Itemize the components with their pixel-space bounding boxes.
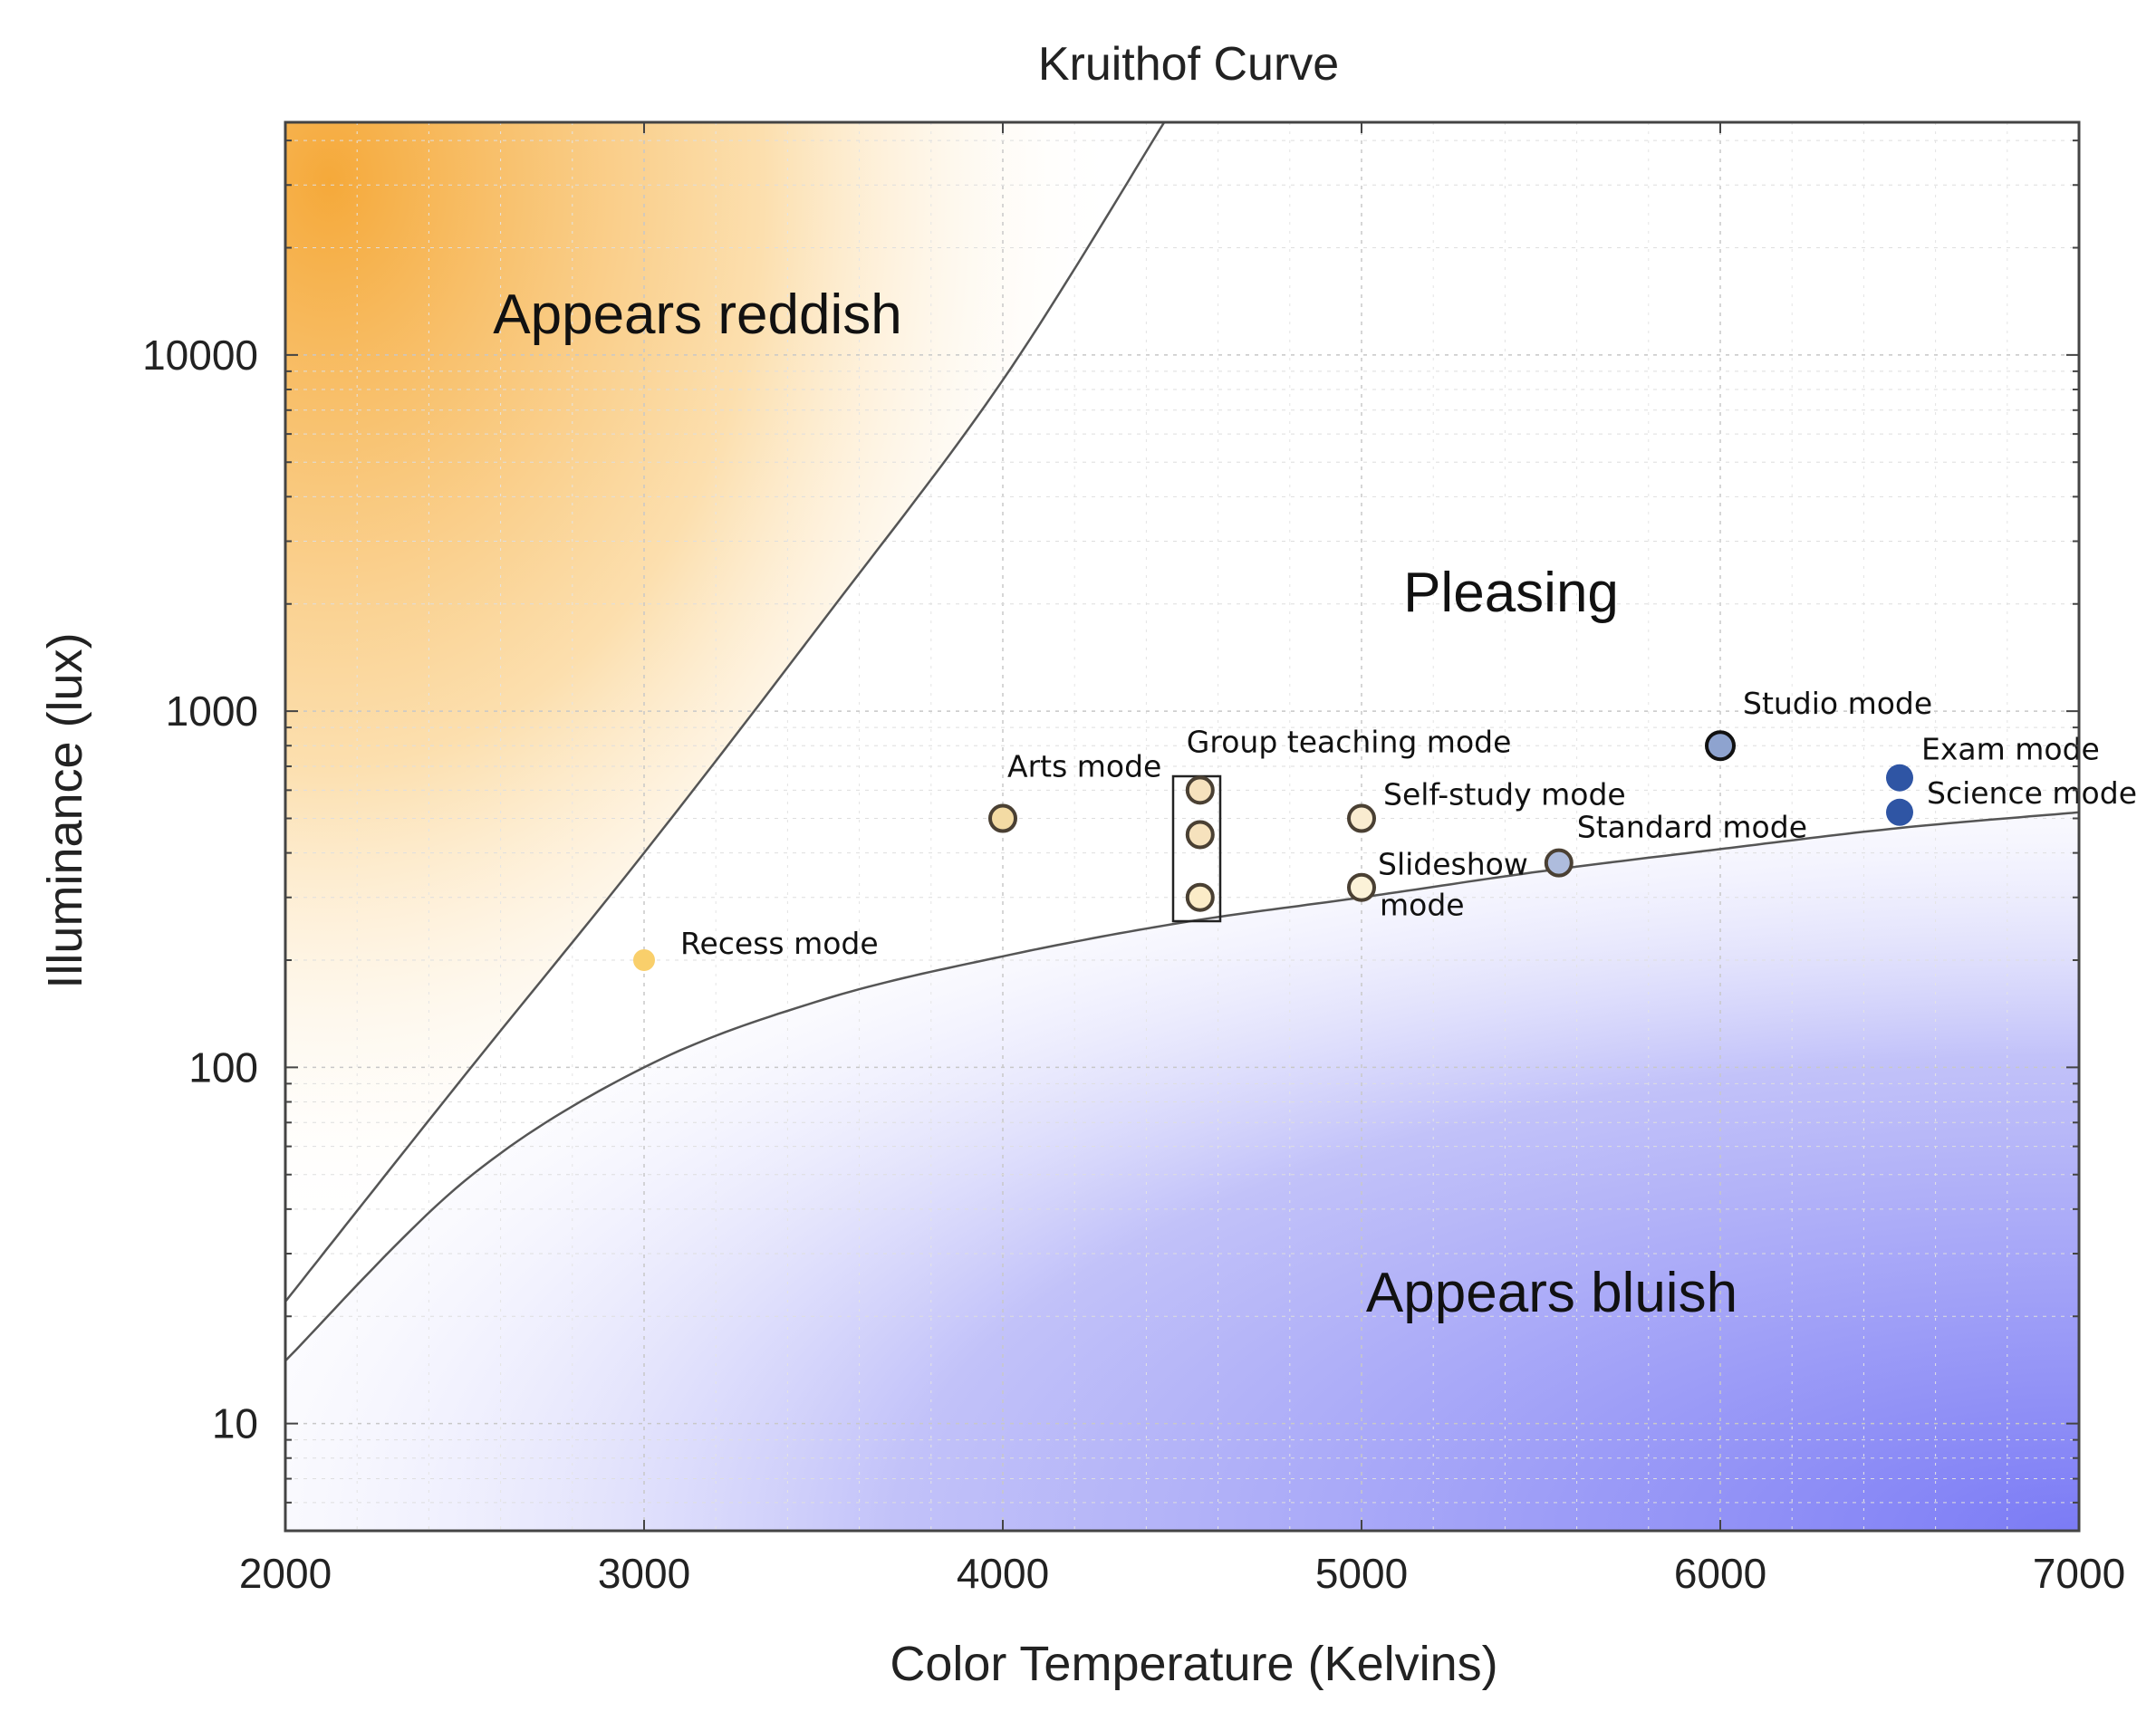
data-point [633,948,655,971]
y-tick-label: 10000 [142,332,258,379]
y-axis-label: Illuminance (lux) [38,632,92,988]
data-point [1544,848,1574,878]
y-tick-label: 1000 [166,687,258,735]
point-label: Studio mode [1743,686,1932,721]
x-tick-label: 2000 [239,1550,332,1597]
x-axis-label: Color Temperature (Kelvins) [890,1637,1497,1691]
data-point [1886,764,1913,792]
point-label: Exam mode [1921,732,2100,767]
region-reddish [285,122,1165,1302]
data-point [988,803,1017,833]
point-label: Science mode [1927,775,2137,811]
data-point [1185,882,1215,912]
region-label-bluish: Appears bluish [1366,1262,1737,1324]
point-label: Self-study mode [1383,777,1626,812]
region-bluish [285,812,2079,1531]
data-point [1347,872,1376,902]
point-label: Slideshow [1378,847,1528,882]
data-point [1705,730,1736,762]
point-label: Recess mode [680,926,879,961]
lower-boundary-curve [285,811,2079,1362]
x-tick-label: 5000 [1315,1550,1408,1597]
data-point [1185,775,1215,805]
point-label: Arts mode [1007,749,1161,784]
data-point [1886,798,1913,826]
data-point [1347,803,1376,833]
region-label-reddish: Appears reddish [493,284,902,346]
chart-title: Kruithof Curve [1038,38,1339,91]
data-point [1185,820,1215,850]
region-label-pleasing: Pleasing [1403,562,1619,624]
x-tick-label: 4000 [957,1550,1049,1597]
plot-frame [284,120,2081,1533]
point-label: Group teaching mode [1187,724,1512,759]
y-tick-label: 10 [212,1400,258,1447]
x-tick-label: 6000 [1674,1550,1766,1597]
point-label: mode [1380,888,1465,923]
x-tick-label: 7000 [2033,1550,2125,1597]
upper-boundary-curve [285,122,1166,1303]
point-label: Standard mode [1577,810,1807,845]
x-tick-label: 3000 [598,1550,690,1597]
y-tick-label: 100 [188,1043,258,1091]
